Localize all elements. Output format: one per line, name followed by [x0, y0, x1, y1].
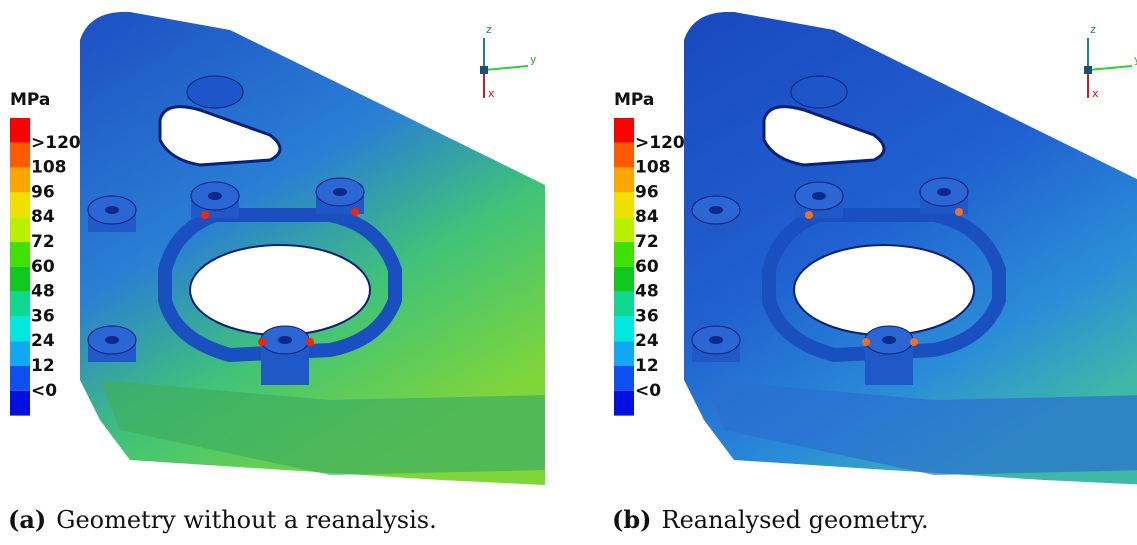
color-swatch — [10, 118, 30, 143]
legend-label: 108 — [635, 158, 671, 178]
boss-hole — [709, 336, 723, 344]
legend-label: 24 — [31, 331, 55, 351]
axis-y — [1088, 66, 1132, 70]
legend-label: 12 — [31, 356, 55, 376]
boss-hole — [105, 206, 119, 214]
boss-top — [791, 76, 847, 108]
color-swatch — [10, 242, 30, 267]
color-swatch — [10, 366, 30, 391]
boss-hole — [882, 336, 896, 344]
legend-label: 72 — [31, 232, 55, 252]
color-swatch — [10, 168, 30, 193]
color-swatch — [614, 316, 634, 341]
color-swatch — [10, 316, 30, 341]
color-swatch — [614, 341, 634, 366]
axis-y — [484, 66, 528, 70]
legend-label: <0 — [635, 381, 661, 401]
boss-hole — [208, 192, 222, 200]
caption: (b) Reanalysed geometry. — [612, 505, 929, 534]
legend-label: 36 — [31, 306, 55, 326]
legend-label: >120 — [31, 133, 81, 153]
caption: (a) Geometry without a reanalysis. — [8, 505, 437, 534]
unit-label: MPa — [10, 90, 50, 110]
boss-hole — [105, 336, 119, 344]
figure: MPa >120 108 96 84 72 60 48 36 24 12 <0 z y x (a) Geomet… — [0, 0, 1137, 545]
color-swatch — [10, 192, 30, 217]
boss-top — [187, 76, 243, 108]
hole — [794, 245, 974, 335]
color-swatch — [10, 341, 30, 366]
boss-hole — [709, 206, 723, 214]
hotspot — [306, 338, 314, 346]
legend-label: >120 — [635, 133, 685, 153]
legend-label: 108 — [31, 158, 67, 178]
legend-label: 48 — [31, 282, 55, 302]
panel: MPa >120 108 96 84 72 60 48 36 24 12 <0 z y x (a) Geomet… — [8, 12, 545, 534]
axis-y-label: y — [530, 53, 537, 66]
legend-label: 60 — [635, 257, 659, 277]
legend-label: <0 — [31, 381, 57, 401]
color-swatch — [614, 366, 634, 391]
caption-label: (b) — [612, 505, 652, 534]
color-swatch — [10, 267, 30, 292]
axis-origin — [1084, 66, 1092, 74]
color-swatch — [614, 168, 634, 193]
hotspot — [955, 208, 963, 216]
boss-hole — [278, 336, 292, 344]
legend-label: 72 — [635, 232, 659, 252]
boss-hole — [333, 188, 347, 196]
color-swatch — [10, 292, 30, 317]
hotspot — [910, 338, 918, 346]
hotspot — [862, 338, 870, 346]
hole — [190, 245, 370, 335]
legend-label: 12 — [635, 356, 659, 376]
hotspot — [351, 208, 359, 216]
color-swatch — [10, 217, 30, 242]
color-swatch — [10, 391, 30, 416]
caption-text: Reanalysed geometry. — [662, 506, 929, 534]
color-swatch — [614, 143, 634, 168]
axis-z-label: z — [486, 23, 492, 36]
legend-label: 24 — [635, 331, 659, 351]
color-swatch — [614, 217, 634, 242]
legend-label: 96 — [635, 182, 659, 202]
axis-x-label: x — [1092, 87, 1099, 100]
axis-origin — [480, 66, 488, 74]
color-swatch — [614, 391, 634, 416]
panel: MPa>1201089684726048362412<0zyx(b)Reanal… — [612, 12, 1137, 534]
color-swatch — [614, 292, 634, 317]
hotspot — [805, 211, 813, 219]
boss-hole — [812, 192, 826, 200]
legend-label: 96 — [31, 182, 55, 202]
color-swatch — [10, 143, 30, 168]
hotspot — [201, 211, 209, 219]
boss-hole — [937, 188, 951, 196]
legend-label: 48 — [635, 282, 659, 302]
legend-label: 84 — [31, 207, 55, 227]
legend-label: 60 — [31, 257, 55, 277]
color-swatch — [614, 242, 634, 267]
caption-text: Geometry without a reanalysis. — [56, 506, 436, 534]
caption-label: (a) — [8, 505, 46, 534]
axis-x-label: x — [488, 87, 495, 100]
color-swatch — [614, 267, 634, 292]
legend-label: 36 — [635, 306, 659, 326]
unit-label: MPa — [614, 90, 654, 110]
axis-z-label: z — [1090, 23, 1096, 36]
color-swatch — [614, 118, 634, 143]
legend-label: 84 — [635, 207, 659, 227]
hotspot — [258, 338, 266, 346]
color-swatch — [614, 192, 634, 217]
